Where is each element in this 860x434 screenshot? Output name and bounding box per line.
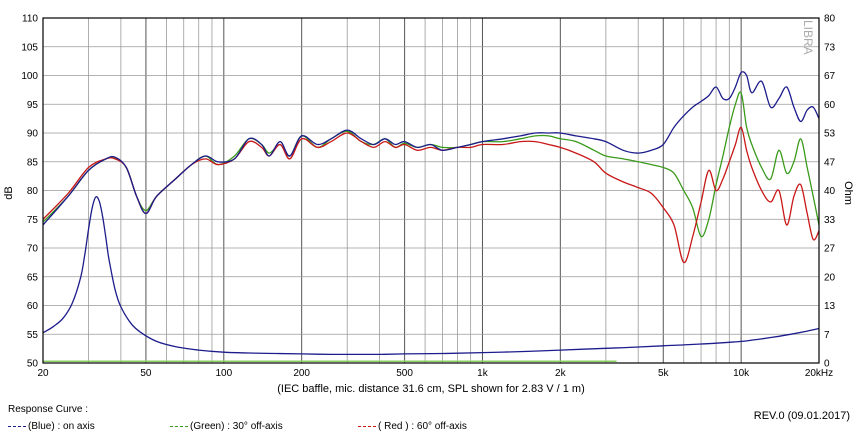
y-tick-label: 105 [21, 42, 38, 53]
x-tick-label: 100 [215, 368, 232, 379]
y-tick-label: 80 [27, 186, 39, 197]
plot-frame [42, 17, 820, 364]
y-tick-label: 100 [21, 71, 38, 82]
legend: Response Curve : (Blue) : on axis (Green… [0, 400, 860, 434]
y-right-tick-label: 47 [824, 157, 836, 168]
x-axis-label: (IEC baffle, mic. distance 31.6 cm, SPL … [277, 383, 585, 395]
legend-swatch-green [170, 426, 188, 427]
x-tick-label: 2k [555, 368, 567, 379]
legend-label-green: (Green) : 30° off-axis [190, 421, 283, 432]
y-right-tick-label: 33 [824, 215, 836, 226]
y-tick-label: 50 [27, 359, 39, 370]
y-tick-label: 95 [27, 100, 39, 111]
y-tick-label: 55 [27, 330, 39, 341]
revision-label: REV.0 (09.01.2017) [753, 410, 850, 422]
y-axis-label: dB [3, 186, 15, 199]
watermark: LIBRA [801, 20, 815, 55]
tick-labels: 20 50 100 200 500 1k 2k 5k 10k 20kHz5055606570758… [21, 14, 835, 380]
legend-item-green: (Green) : 30° off-axis [170, 421, 283, 432]
y-tick-label: 65 [27, 272, 39, 283]
y-axis-right-label: Ohm [842, 181, 854, 205]
y-tick-label: 70 [27, 244, 39, 255]
legend-label-blue: (Blue) : on axis [28, 421, 95, 432]
x-tick-label: 200 [293, 368, 310, 379]
y-right-tick-label: 27 [824, 244, 836, 255]
y-tick-label: 75 [27, 215, 39, 226]
y-right-tick-label: 7 [824, 330, 830, 341]
y-tick-label: 110 [22, 14, 38, 25]
legend-item-blue: (Blue) : on axis [8, 421, 95, 432]
x-tick-label: 50 [140, 368, 152, 379]
series-line-on-axis [42, 71, 820, 226]
legend-swatch-red [358, 426, 376, 427]
legend-swatch-blue [8, 426, 26, 427]
y-tick-label: 60 [27, 301, 39, 312]
y-right-tick-label: 0 [824, 359, 830, 370]
y-right-tick-label: 60 [824, 100, 836, 111]
x-tick-label: 5k [658, 368, 670, 379]
x-tick-label: 1k [477, 368, 489, 379]
x-tick-label: 10k [733, 368, 750, 379]
series-line-impedance [42, 196, 820, 356]
legend-title: Response Curve : [8, 404, 89, 415]
series-line-60-off-axis [42, 126, 820, 264]
y-right-tick-label: 20 [824, 272, 836, 283]
series-group [42, 71, 820, 363]
y-right-tick-label: 40 [824, 186, 836, 197]
y-right-tick-label: 73 [824, 42, 836, 53]
legend-item-red: ( Red ) : 60° off-axis [358, 421, 467, 432]
y-right-tick-label: 67 [824, 71, 836, 82]
frequency-response-chart: LIBRA 20 50 100 200 500 1k 2k 5k 10k 20kHz5055606… [3, 14, 854, 396]
x-tick-label: 500 [396, 368, 413, 379]
x-tick-label: 20 [37, 368, 49, 379]
y-right-tick-label: 13 [824, 301, 836, 312]
legend-label-red: ( Red ) : 60° off-axis [378, 421, 467, 432]
y-tick-label: 85 [27, 157, 39, 168]
x-tick-label: 20kHz [805, 368, 833, 379]
y-right-tick-label: 53 [824, 129, 836, 140]
y-right-tick-label: 80 [824, 14, 836, 25]
y-tick-label: 90 [27, 129, 39, 140]
